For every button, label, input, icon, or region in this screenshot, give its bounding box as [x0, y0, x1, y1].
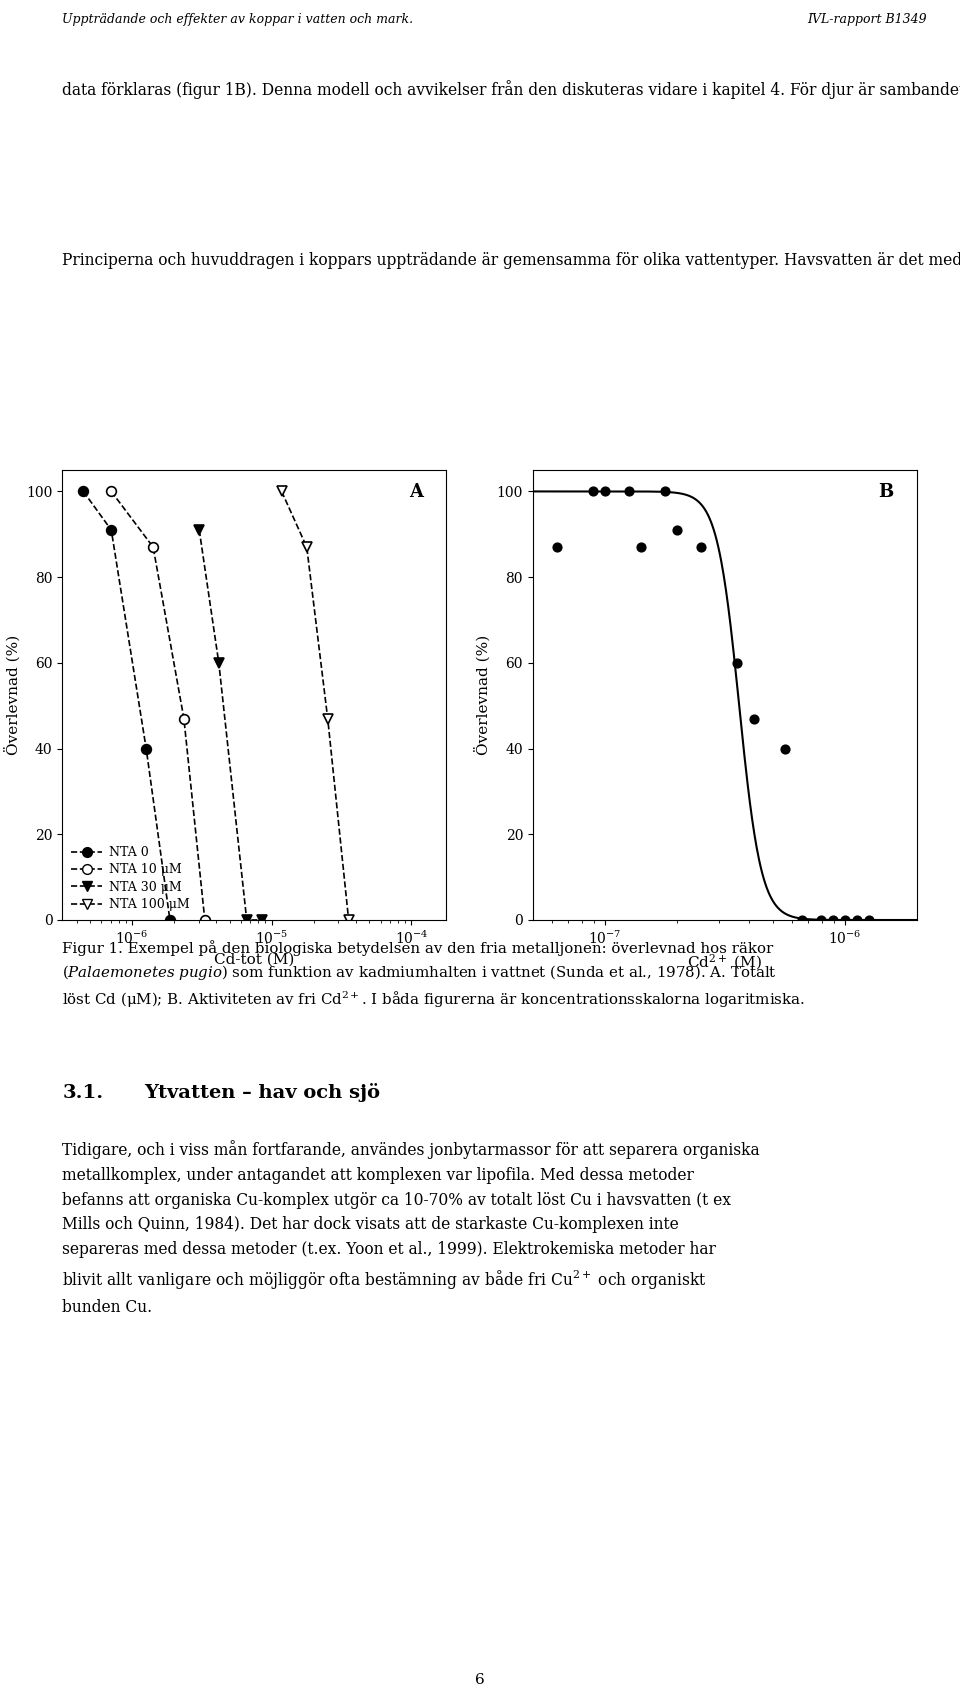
Point: [669, 516, 684, 543]
Point: [693, 534, 708, 561]
NTA 0: [140, 739, 152, 759]
Point: [813, 906, 828, 933]
Point: [861, 906, 876, 933]
Text: 3.1.: 3.1.: [62, 1084, 104, 1101]
Point: [794, 906, 809, 933]
Point: [746, 705, 761, 732]
Point: [826, 906, 841, 933]
NTA 0: [106, 519, 117, 539]
NTA 0: [78, 482, 89, 502]
NTA 10 μM: [179, 709, 190, 729]
Point: [658, 479, 673, 506]
Text: Tidigare, och i viss mån fortfarande, användes jonbytarmassor för att separera o: Tidigare, och i viss mån fortfarande, an…: [62, 1140, 760, 1316]
Point: [597, 479, 612, 506]
Point: [621, 479, 636, 506]
NTA 0: [164, 910, 176, 930]
Text: Principerna och huvuddragen i koppars uppträdande är gemensamma för olika vatten: Principerna och huvuddragen i koppars up…: [62, 250, 960, 269]
Text: IVL-rapport B1349: IVL-rapport B1349: [806, 14, 926, 27]
NTA 100 μM: [276, 482, 287, 502]
Point: [730, 649, 745, 676]
NTA 30 μM: [256, 910, 268, 930]
X-axis label: Cd$^{2+}$ (M): Cd$^{2+}$ (M): [687, 952, 762, 972]
Y-axis label: Överlevnad (%): Överlevnad (%): [5, 634, 21, 756]
NTA 30 μM: [194, 519, 205, 539]
NTA 10 μM: [148, 538, 159, 558]
NTA 10 μM: [106, 482, 117, 502]
Point: [778, 736, 793, 763]
Line: NTA 100 μM: NTA 100 μM: [276, 487, 353, 925]
Point: [586, 479, 601, 506]
NTA 100 μM: [322, 709, 333, 729]
Text: B: B: [878, 484, 894, 502]
Point: [850, 906, 865, 933]
Legend: NTA 0, NTA 10 μM, NTA 30 μM, NTA 100 μM: NTA 0, NTA 10 μM, NTA 30 μM, NTA 100 μM: [69, 844, 192, 913]
Text: Uppträdande och effekter av koppar i vatten och mark.: Uppträdande och effekter av koppar i vat…: [62, 14, 414, 27]
Point: [634, 534, 649, 561]
NTA 10 μM: [199, 910, 210, 930]
Point: [837, 906, 852, 933]
Line: NTA 0: NTA 0: [79, 487, 175, 925]
NTA 30 μM: [241, 910, 252, 930]
Point: [549, 534, 564, 561]
NTA 100 μM: [301, 538, 313, 558]
NTA 30 μM: [213, 653, 225, 673]
Text: 6: 6: [475, 1674, 485, 1688]
Text: data förklaras (figur 1B). Denna modell och avvikelser från den diskuteras vidar: data förklaras (figur 1B). Denna modell …: [62, 79, 960, 98]
NTA 100 μM: [343, 910, 354, 930]
Line: NTA 30 μM: NTA 30 μM: [194, 526, 267, 925]
Text: A: A: [409, 484, 423, 502]
Y-axis label: Överlevnad (%): Överlevnad (%): [475, 634, 492, 756]
Text: Ytvatten – hav och sjö: Ytvatten – hav och sjö: [144, 1082, 380, 1103]
Line: NTA 10 μM: NTA 10 μM: [107, 487, 209, 925]
X-axis label: Cd-tot (M): Cd-tot (M): [214, 952, 295, 967]
Text: Figur 1. Exempel på den biologiska betydelsen av den fria metalljonen: överlevna: Figur 1. Exempel på den biologiska betyd…: [62, 940, 805, 1010]
